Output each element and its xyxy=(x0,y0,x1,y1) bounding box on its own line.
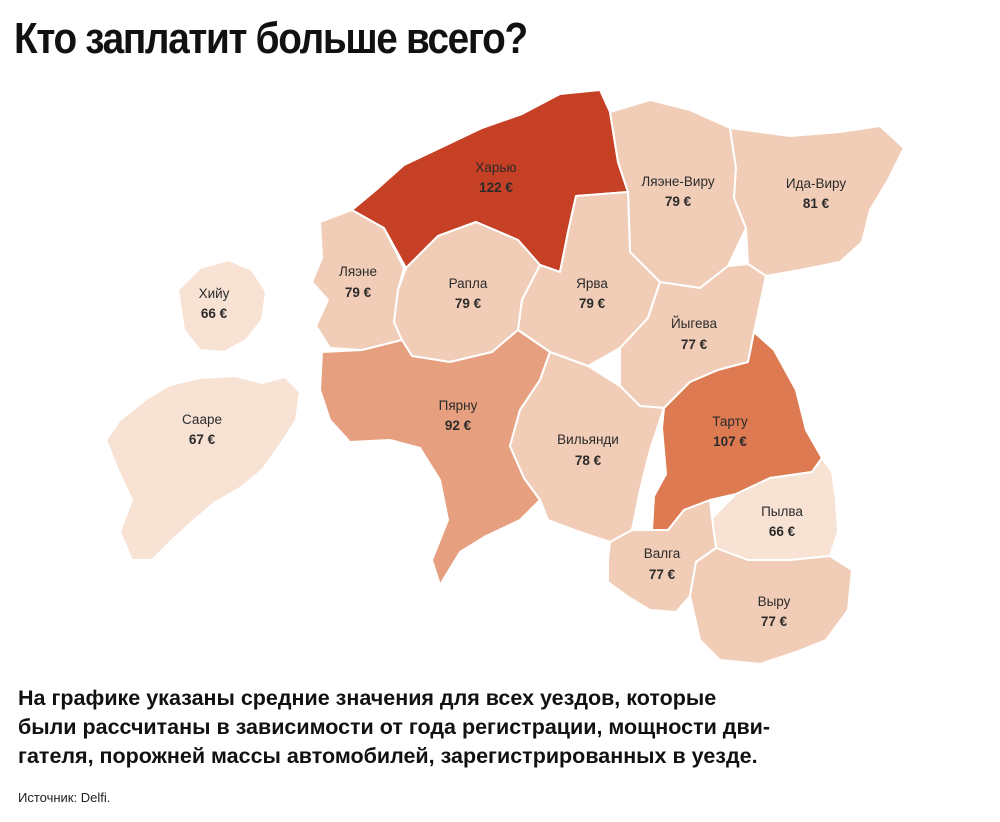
label-polva: Пылва 66 € xyxy=(761,504,803,539)
label-valga: Валга 77 € xyxy=(644,546,681,582)
region-name-jogeva: Йыгева xyxy=(671,316,718,331)
label-jogeva: Йыгева 77 € xyxy=(671,316,718,352)
region-value-valga: 77 € xyxy=(649,567,676,582)
label-ida-viru: Ида-Виру 81 € xyxy=(786,176,846,211)
region-value-saare: 67 € xyxy=(189,432,216,447)
label-voru: Выру 77 € xyxy=(758,594,791,629)
region-ida-viru[interactable] xyxy=(729,125,905,277)
label-tartu: Тарту 107 € xyxy=(712,414,748,449)
region-name-laane-viru: Ляэне-Виру xyxy=(641,174,714,189)
region-value-laane-viru: 79 € xyxy=(665,194,692,209)
region-value-voru: 77 € xyxy=(761,614,788,629)
label-laane: Ляэне 79 € xyxy=(339,264,377,300)
region-value-laane: 79 € xyxy=(345,285,372,300)
region-parnu[interactable] xyxy=(319,329,551,586)
region-name-ida-viru: Ида-Виру xyxy=(786,176,846,191)
region-value-jogeva: 77 € xyxy=(681,337,708,352)
region-name-tartu: Тарту xyxy=(712,414,748,429)
region-name-polva: Пылва xyxy=(761,504,803,519)
region-value-jarva: 79 € xyxy=(579,296,606,311)
region-name-hiiu: Хийу xyxy=(199,286,230,301)
region-name-voru: Выру xyxy=(758,594,791,609)
page-title: Кто заплатит больше всего? xyxy=(14,14,528,63)
label-rapla: Рапла 79 € xyxy=(449,276,488,311)
region-value-harju: 122 € xyxy=(479,180,513,195)
label-viljandi: Вильянди 78 € xyxy=(557,432,619,468)
region-saare[interactable] xyxy=(105,375,301,561)
region-hiiu[interactable] xyxy=(177,259,267,353)
region-value-hiiu: 66 € xyxy=(201,306,228,321)
region-value-parnu: 92 € xyxy=(445,418,472,433)
caption-line: На графике указаны средние значения для … xyxy=(18,686,717,710)
source-note: Источник: Delfi. xyxy=(18,790,111,805)
region-name-harju: Харью xyxy=(475,160,516,175)
label-harju: Харью 122 € xyxy=(475,160,516,195)
caption-line: гателя, порожней массы автомобилей, заре… xyxy=(18,744,758,768)
region-name-valga: Валга xyxy=(644,546,681,561)
map-caption: На графике указаны средние значения для … xyxy=(18,684,988,771)
region-name-parnu: Пярну xyxy=(439,398,478,413)
region-voru[interactable] xyxy=(689,547,853,665)
label-saare: Сааре 67 € xyxy=(182,412,222,447)
region-name-jarva: Ярва xyxy=(576,276,608,291)
region-name-viljandi: Вильянди xyxy=(557,432,619,447)
label-hiiu: Хийу 66 € xyxy=(199,286,230,321)
label-laane-viru: Ляэне-Виру 79 € xyxy=(641,174,714,209)
region-value-viljandi: 78 € xyxy=(575,453,602,468)
region-value-rapla: 79 € xyxy=(455,296,482,311)
region-name-rapla: Рапла xyxy=(449,276,488,291)
region-name-laane: Ляэне xyxy=(339,264,377,279)
region-value-ida-viru: 81 € xyxy=(803,196,830,211)
label-jarva: Ярва 79 € xyxy=(576,276,608,311)
region-value-polva: 66 € xyxy=(769,524,796,539)
region-value-tartu: 107 € xyxy=(713,434,747,449)
caption-line: были рассчитаны в зависимости от года ре… xyxy=(18,715,771,739)
region-name-saare: Сааре xyxy=(182,412,222,427)
label-parnu: Пярну 92 € xyxy=(439,398,478,433)
